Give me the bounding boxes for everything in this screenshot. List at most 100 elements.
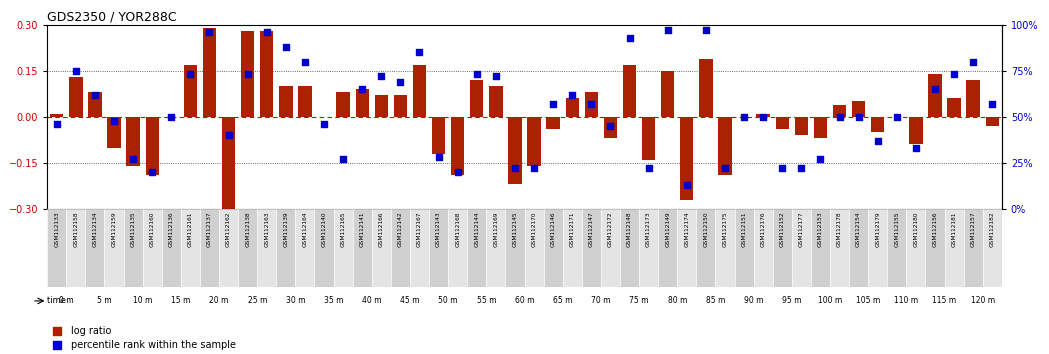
Text: 5 m: 5 m [98, 296, 112, 306]
Text: GSM112138: GSM112138 [245, 211, 250, 247]
Bar [986, 117, 999, 126]
Bar [715, 209, 734, 287]
Point [220, 132, 237, 138]
Bar [200, 209, 219, 287]
Point [926, 86, 943, 92]
Text: GSM112142: GSM112142 [398, 211, 403, 247]
Bar [562, 209, 582, 287]
Bar [601, 209, 620, 287]
Text: 100 m: 100 m [818, 296, 842, 306]
Bar [814, 117, 827, 138]
Point [793, 166, 810, 171]
Bar [811, 209, 830, 287]
Bar [47, 209, 66, 287]
Text: GSM112181: GSM112181 [951, 211, 957, 247]
Text: GSM112153: GSM112153 [818, 211, 822, 247]
Text: percentile rank within the sample: percentile rank within the sample [71, 340, 236, 350]
Text: GSM112164: GSM112164 [302, 211, 307, 247]
Text: 55 m: 55 m [476, 296, 496, 306]
Bar [467, 209, 487, 287]
Bar [432, 117, 445, 154]
Bar [543, 209, 562, 287]
Point [659, 28, 676, 33]
Text: GSM112144: GSM112144 [474, 211, 479, 247]
Point [277, 44, 294, 50]
Point [679, 182, 695, 188]
Bar [623, 65, 636, 117]
Text: 60 m: 60 m [515, 296, 534, 306]
Text: 15 m: 15 m [171, 296, 191, 306]
Bar [470, 80, 484, 117]
Bar [257, 209, 276, 287]
Bar [489, 86, 502, 117]
Point [201, 29, 218, 35]
Point [603, 153, 620, 159]
Bar [241, 31, 254, 117]
Bar [429, 209, 448, 287]
Text: 45 m: 45 m [401, 296, 420, 306]
Bar [830, 209, 849, 287]
Point [564, 92, 581, 98]
Point [716, 166, 733, 171]
Bar [356, 89, 369, 117]
Bar [792, 209, 811, 287]
Text: GSM112167: GSM112167 [418, 211, 422, 247]
Bar [124, 209, 143, 287]
Text: GSM112147: GSM112147 [588, 211, 594, 247]
Text: GSM112174: GSM112174 [684, 211, 689, 247]
Bar [279, 86, 293, 117]
Bar [697, 209, 715, 287]
Text: 30 m: 30 m [285, 296, 305, 306]
Bar [528, 117, 540, 166]
Point [316, 121, 333, 127]
Bar [964, 209, 983, 287]
Point [354, 86, 370, 92]
Text: GSM112140: GSM112140 [322, 211, 326, 247]
Bar [69, 77, 83, 117]
Bar [127, 117, 140, 166]
Text: GSM112150: GSM112150 [704, 211, 708, 247]
Bar [374, 95, 388, 117]
Text: GSM112169: GSM112169 [493, 211, 498, 247]
Bar [852, 102, 865, 117]
Bar [833, 104, 847, 117]
Bar [298, 86, 312, 117]
Text: GSM112160: GSM112160 [150, 211, 154, 247]
Point [48, 121, 65, 127]
Bar [753, 209, 773, 287]
Point [603, 282, 620, 288]
Bar [393, 95, 407, 117]
Text: 120 m: 120 m [970, 296, 994, 306]
Bar [849, 209, 869, 287]
Point [945, 72, 962, 77]
Text: GSM112156: GSM112156 [933, 211, 938, 247]
Text: GSM112134: GSM112134 [92, 211, 98, 247]
Text: 105 m: 105 m [856, 296, 880, 306]
Text: GSM112176: GSM112176 [761, 211, 766, 247]
Text: 10 m: 10 m [133, 296, 152, 306]
Point [411, 50, 428, 55]
Bar [661, 71, 675, 117]
Text: GSM112133: GSM112133 [55, 211, 59, 247]
Text: GSM112170: GSM112170 [532, 211, 536, 247]
Text: 70 m: 70 m [592, 296, 611, 306]
Bar [795, 117, 808, 135]
Point [774, 166, 791, 171]
Point [239, 72, 256, 77]
Point [86, 92, 103, 98]
Bar [413, 65, 426, 117]
Point [507, 166, 523, 171]
Text: GSM112159: GSM112159 [111, 211, 116, 247]
Point [335, 156, 351, 162]
Text: GSM112173: GSM112173 [646, 211, 651, 247]
Point [621, 35, 638, 40]
Point [698, 28, 714, 33]
Text: GSM112157: GSM112157 [970, 211, 976, 247]
Text: GSM112166: GSM112166 [379, 211, 384, 247]
Bar [700, 58, 712, 117]
Bar [85, 209, 105, 287]
Point [850, 114, 866, 120]
Text: GSM112165: GSM112165 [341, 211, 345, 247]
Point [468, 72, 485, 77]
Bar [639, 209, 658, 287]
